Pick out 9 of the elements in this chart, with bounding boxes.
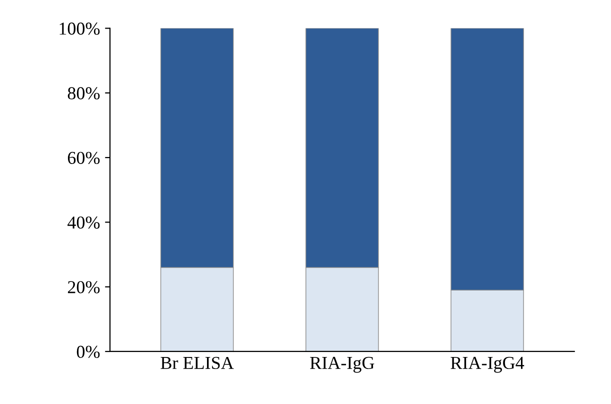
y-tick-label: 60% bbox=[68, 152, 100, 164]
y-tick-label: 0% bbox=[76, 346, 100, 358]
y-tick-label: 20% bbox=[68, 281, 100, 294]
y-tick-label: 100% bbox=[60, 22, 100, 35]
y-tick-label: 40% bbox=[68, 216, 100, 229]
x-tick-label: Br ELISA bbox=[160, 356, 234, 370]
y-tick-label: 80% bbox=[68, 87, 100, 100]
x-tick-label: RIA-IgG4 bbox=[450, 356, 524, 373]
x-tick-label: RIA-IgG bbox=[310, 356, 374, 373]
